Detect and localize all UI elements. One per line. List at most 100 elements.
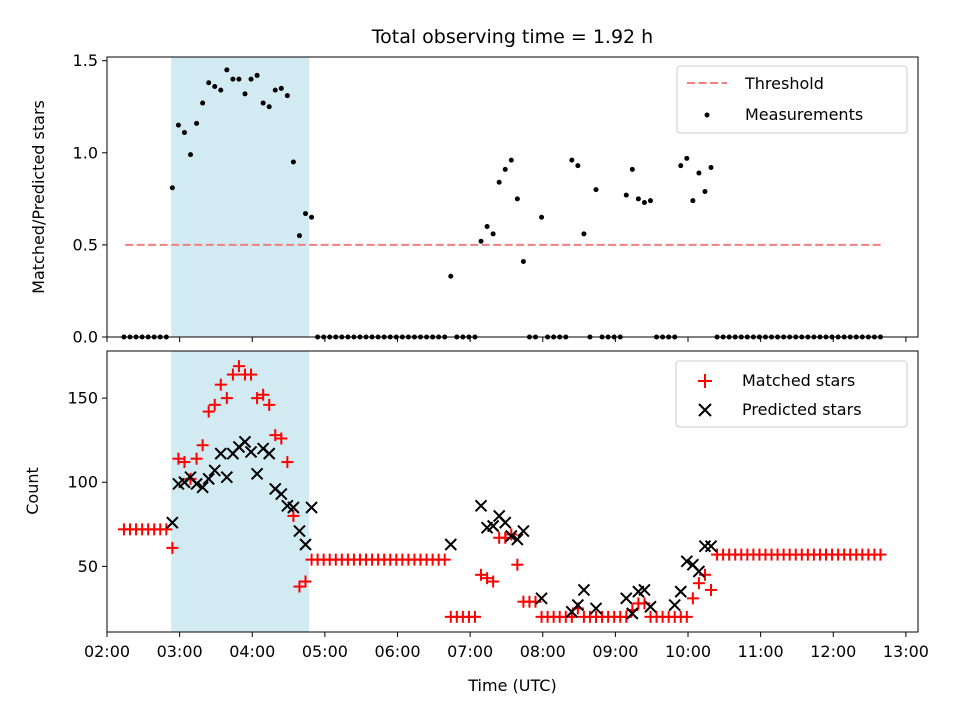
predicted-star-point <box>208 464 221 477</box>
predicted-star-point <box>505 529 518 543</box>
bottom-y-tick-label: 100 <box>67 473 98 492</box>
predicted-star-point <box>571 598 585 612</box>
measurement-point <box>496 179 502 185</box>
predicted-star-point <box>287 501 300 514</box>
measurement-point <box>502 166 508 172</box>
matched-star-point <box>172 452 185 465</box>
top-y-tick-label: 1.5 <box>73 51 98 70</box>
measurement-point <box>641 200 647 206</box>
matched-star-point <box>232 360 245 373</box>
measurement-point <box>448 273 454 279</box>
matched-star-point <box>511 558 524 571</box>
measurement-point <box>708 165 714 171</box>
measurement-point <box>272 87 278 93</box>
matched-star-point <box>166 541 179 554</box>
predicted-star-point <box>692 565 706 578</box>
legend-predicted-label: Predicted stars <box>742 400 862 419</box>
measurement-point <box>478 238 484 244</box>
matched-star-point <box>692 577 705 590</box>
measurement-point <box>181 130 187 136</box>
measurement-point <box>242 91 248 97</box>
predicted-star-point <box>299 538 312 551</box>
measurement-point <box>266 104 272 110</box>
predicted-star-point <box>293 524 306 538</box>
predicted-star-point <box>444 538 457 551</box>
measurement-point <box>702 188 708 194</box>
matched-star-point <box>686 592 699 605</box>
matched-star-point <box>275 432 288 445</box>
matched-star-point <box>874 548 887 561</box>
x-tick-label: 09:00 <box>592 642 638 661</box>
measurement-point <box>212 83 218 89</box>
measurement-point <box>647 198 653 204</box>
measurement-point <box>206 80 212 86</box>
top-y-tick-label: 0.0 <box>73 328 98 347</box>
legend-predicted-swatch <box>698 403 712 417</box>
measurement-point <box>514 196 520 202</box>
matched-star-point <box>468 610 481 623</box>
x-tick-label: 04:00 <box>229 642 275 661</box>
measurement-point <box>200 100 206 106</box>
top-plot-frame <box>106 56 919 338</box>
legend-measurements-label: Measurements <box>745 105 863 124</box>
measurement-point <box>678 163 684 169</box>
predicted-star-point <box>511 533 524 546</box>
matched-star-point <box>251 392 264 405</box>
measurement-point <box>484 223 490 229</box>
top-panel: 0.0 0.5 1.0 1.5 Total observing time = 1.92… <box>29 26 919 347</box>
legend-measurements-swatch <box>704 112 710 118</box>
measurement-point <box>539 214 545 220</box>
matched-star-point <box>202 405 215 418</box>
measurement-point <box>309 214 315 220</box>
predicted-star-point <box>626 607 639 620</box>
top-legend: Threshold Measurements <box>676 65 908 134</box>
matched-star-point <box>481 572 494 585</box>
measurement-point <box>490 231 496 237</box>
predicted-star-point <box>486 519 500 533</box>
measurement-point <box>175 122 181 128</box>
predicted-star-point <box>305 501 318 514</box>
matched-star-point <box>269 429 282 442</box>
predicted-star-point <box>275 487 288 501</box>
measurement-point <box>581 231 587 237</box>
measurement-point <box>690 198 696 204</box>
measurement-point <box>284 93 290 99</box>
measurement-point <box>593 187 599 193</box>
x-tick-label: 11:00 <box>738 642 784 661</box>
bottom-shaded-span <box>171 351 310 632</box>
measurement-point <box>575 163 581 169</box>
predicted-star-point <box>474 499 488 513</box>
matched-star-point <box>226 368 239 381</box>
predicted-star-point <box>196 481 209 494</box>
predicted-star-point <box>214 447 227 460</box>
matched-star-point <box>475 568 488 581</box>
bottom-y-tick-label: 50 <box>78 557 98 576</box>
predicted-star-point <box>674 585 687 598</box>
measurement-point <box>629 166 635 172</box>
measurement-point <box>296 233 302 239</box>
measurement-point <box>248 76 254 82</box>
matched-star-point <box>257 388 270 401</box>
measurement-point <box>194 120 200 126</box>
matched-star-point <box>190 452 203 465</box>
x-tick-label: 06:00 <box>374 642 420 661</box>
matched-star-point <box>438 553 451 566</box>
measurement-point <box>623 192 629 198</box>
measurement-point <box>218 87 224 93</box>
matched-star-point <box>287 509 300 522</box>
x-tick-label: 07:00 <box>447 642 493 661</box>
measurement-point <box>254 72 260 78</box>
predicted-star-point <box>202 472 215 486</box>
predicted-star-point <box>535 592 548 605</box>
top-y-axis-label: Matched/Predicted stars <box>29 100 48 294</box>
measurement-point <box>224 67 230 73</box>
measurement-point <box>635 196 641 202</box>
matched-star-point <box>680 610 693 623</box>
legend-matched-swatch <box>698 374 712 388</box>
predicted-star-point <box>620 592 633 605</box>
matched-star-point <box>220 392 233 405</box>
measurement-point <box>684 155 690 161</box>
legend-threshold-label: Threshold <box>744 74 824 93</box>
predicted-star-point <box>589 602 603 615</box>
measurement-point <box>303 211 309 217</box>
